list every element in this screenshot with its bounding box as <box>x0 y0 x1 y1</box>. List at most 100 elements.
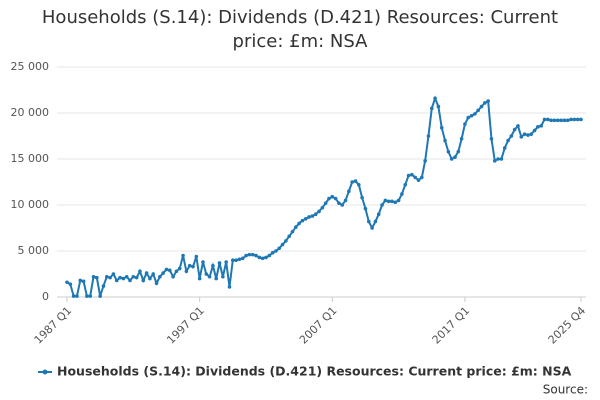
data-point <box>108 275 112 280</box>
data-point <box>483 101 487 105</box>
data-point <box>549 118 553 123</box>
data-point <box>128 278 132 283</box>
data-point <box>489 136 494 141</box>
data-point <box>390 199 394 204</box>
data-point <box>555 118 560 123</box>
source: Source: <box>543 383 588 397</box>
data-point <box>274 249 278 253</box>
data-point <box>433 96 437 101</box>
data-point <box>280 242 285 247</box>
data-point <box>446 149 451 154</box>
data-point <box>459 136 464 141</box>
data-point <box>456 149 461 154</box>
data-point <box>187 263 192 268</box>
data-point <box>247 252 252 257</box>
data-point <box>124 274 129 279</box>
data-point <box>396 198 401 203</box>
data-point <box>443 138 447 143</box>
data-point <box>118 275 122 280</box>
x-tick-label: 1987 Q1 <box>32 304 75 347</box>
data-point <box>260 256 265 261</box>
data-point <box>303 217 308 221</box>
data-point <box>383 198 388 203</box>
y-tick-label: 20 000 <box>11 106 50 119</box>
data-point <box>197 276 202 281</box>
y-tick-label: 0 <box>42 290 49 303</box>
data-point <box>572 117 577 122</box>
data-point <box>211 263 215 268</box>
data-point <box>333 196 338 201</box>
data-point <box>267 253 272 258</box>
data-point <box>81 279 86 284</box>
data-point <box>406 173 411 178</box>
data-point <box>217 261 222 265</box>
data-point <box>522 132 527 136</box>
data-point <box>423 159 427 163</box>
data-point <box>512 127 517 132</box>
data-point <box>439 125 444 130</box>
y-tick-label: 25 000 <box>11 60 50 73</box>
data-point <box>257 255 262 260</box>
data-point <box>95 275 99 280</box>
data-point <box>313 212 318 216</box>
data-point <box>317 209 321 214</box>
legend-marker <box>42 369 48 375</box>
data-point <box>343 198 348 203</box>
data-point <box>300 218 305 223</box>
data-point <box>529 132 534 136</box>
y-tick-label: 5 000 <box>18 244 50 257</box>
data-point <box>287 234 291 239</box>
data-point <box>224 260 228 264</box>
data-point <box>151 272 156 276</box>
data-point <box>91 274 96 279</box>
data-point <box>290 229 295 234</box>
data-point <box>516 124 520 128</box>
data-point <box>171 274 175 279</box>
data-point <box>502 146 507 150</box>
data-point <box>330 194 335 199</box>
data-point <box>403 182 408 187</box>
data-point <box>546 117 550 122</box>
data-point <box>177 266 182 271</box>
data-point <box>469 113 474 118</box>
data-point <box>327 196 331 201</box>
data-point <box>158 274 162 279</box>
data-point <box>536 125 540 129</box>
data-point <box>75 294 79 298</box>
data-point <box>575 117 580 122</box>
data-point <box>148 276 152 281</box>
data-point <box>98 294 102 298</box>
data-point <box>101 284 106 288</box>
y-tick-label: 15 000 <box>11 152 50 165</box>
data-point <box>562 118 567 123</box>
data-point <box>194 254 199 259</box>
x-tick-label: 1997 Q1 <box>164 304 207 347</box>
data-point <box>307 215 311 219</box>
data-point <box>234 258 238 263</box>
data-point <box>134 275 139 280</box>
data-point <box>191 264 195 269</box>
data-point <box>542 117 547 122</box>
data-point <box>78 278 83 283</box>
data-point <box>552 118 557 123</box>
data-point <box>227 285 232 289</box>
data-point <box>453 155 457 159</box>
data-point <box>340 203 345 207</box>
data-point <box>181 253 185 258</box>
data-point <box>323 201 328 205</box>
data-point <box>138 269 142 274</box>
data-point <box>429 106 434 111</box>
data-point <box>161 271 165 275</box>
data-point <box>214 276 219 281</box>
data-point <box>463 122 467 126</box>
data-point <box>393 200 398 205</box>
data-point <box>519 135 524 139</box>
x-tick-label: 2017 Q1 <box>430 304 473 347</box>
data-point <box>436 104 441 109</box>
data-point <box>65 280 69 285</box>
data-point <box>565 118 570 123</box>
legend-label: Households (S.14): Dividends (D.421) Res… <box>57 364 572 379</box>
data-point <box>479 104 484 109</box>
data-point <box>164 267 169 272</box>
